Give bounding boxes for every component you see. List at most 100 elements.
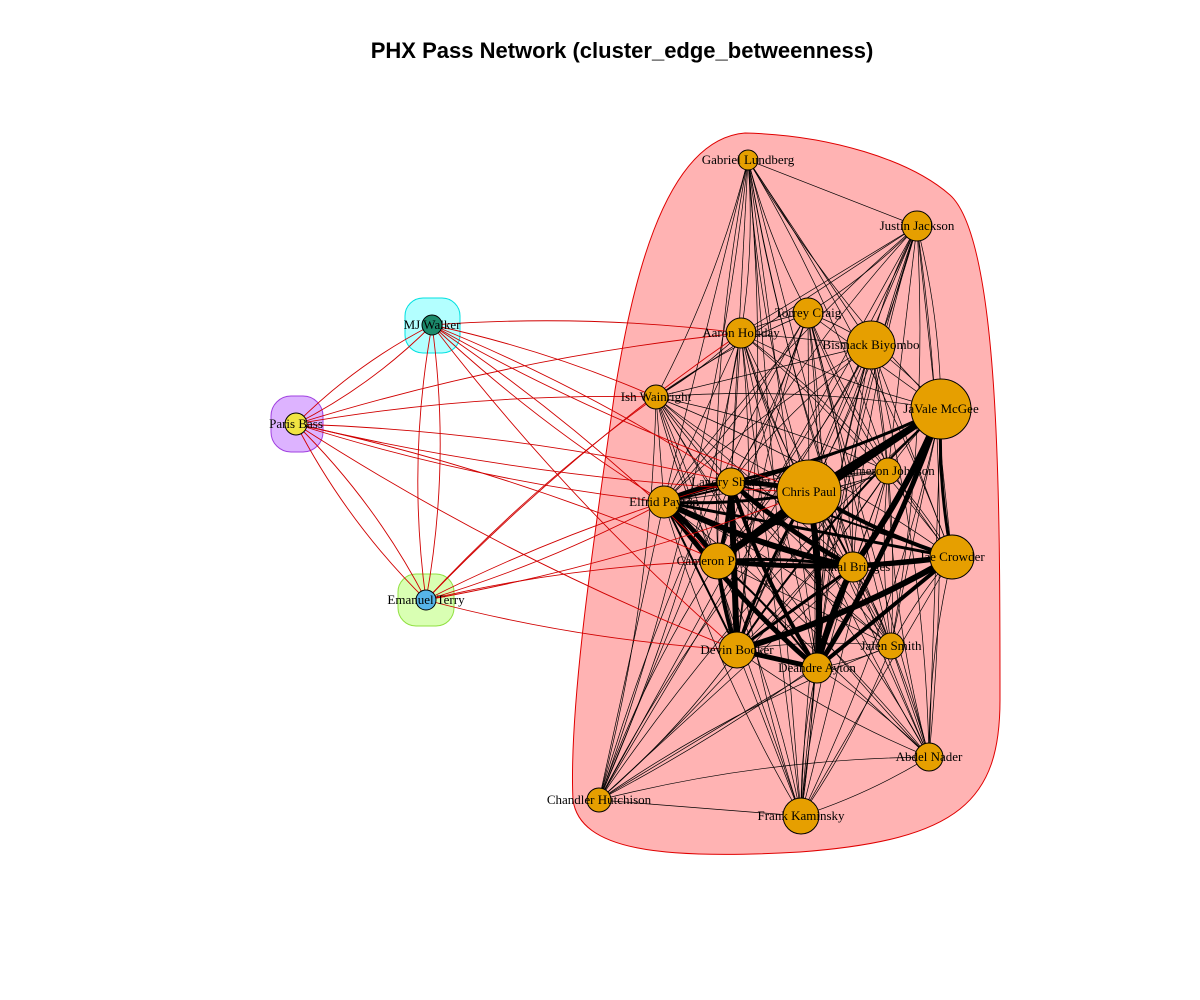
edge xyxy=(295,324,433,425)
edge xyxy=(655,344,872,398)
edge xyxy=(425,396,657,601)
edge xyxy=(663,344,872,503)
edge xyxy=(295,423,665,503)
node xyxy=(782,797,820,835)
edge xyxy=(736,312,809,651)
edge xyxy=(425,491,810,601)
node xyxy=(647,485,681,519)
edge xyxy=(655,396,892,647)
node xyxy=(716,467,746,497)
node xyxy=(776,459,842,525)
edge xyxy=(655,396,930,758)
edge xyxy=(852,225,918,568)
edge xyxy=(295,423,719,562)
node-label: Emanuel Terry xyxy=(387,592,465,607)
edge xyxy=(663,470,889,503)
edge xyxy=(715,159,749,562)
node xyxy=(792,297,824,329)
node-label: Abdel Nader xyxy=(896,749,963,764)
node xyxy=(901,210,933,242)
node-label: Chris Paul xyxy=(782,484,837,499)
edge xyxy=(598,566,854,801)
edge xyxy=(736,649,930,758)
edge xyxy=(295,423,738,651)
edge xyxy=(816,667,930,758)
edge xyxy=(736,554,954,653)
edge xyxy=(431,324,719,562)
node xyxy=(837,551,869,583)
title: PHX Pass Network (cluster_edge_betweenne… xyxy=(371,38,874,63)
edge xyxy=(814,408,944,670)
edge xyxy=(417,324,433,601)
edge xyxy=(800,566,854,817)
edge xyxy=(295,324,433,425)
node xyxy=(910,378,972,440)
edge xyxy=(663,501,738,651)
edge xyxy=(425,560,719,601)
node xyxy=(929,534,975,580)
node xyxy=(737,149,759,171)
edge xyxy=(736,649,802,817)
edge xyxy=(730,481,802,817)
node-label: Cameron Payne xyxy=(677,553,760,568)
edge xyxy=(883,470,892,647)
edge xyxy=(740,225,918,334)
node xyxy=(725,317,757,349)
edge xyxy=(598,159,749,801)
node-label: Jalen Smith xyxy=(860,638,922,653)
node-label: Justin Jackson xyxy=(880,218,955,233)
node xyxy=(415,589,437,611)
edge xyxy=(717,332,742,562)
edge xyxy=(717,560,802,817)
node-label: Cameron Johnson xyxy=(841,463,935,478)
edge xyxy=(816,225,918,669)
edge xyxy=(663,501,930,758)
node-label: Chandler Hutchison xyxy=(547,792,652,807)
edge xyxy=(598,560,719,801)
edge xyxy=(663,159,749,503)
edge xyxy=(887,470,930,758)
node-label: Ish Wainright xyxy=(621,389,692,404)
edge xyxy=(425,324,441,601)
edge xyxy=(663,225,918,503)
edge xyxy=(655,396,802,817)
edge xyxy=(736,225,918,651)
node-label: Gabriel Lundberg xyxy=(702,152,795,167)
edge xyxy=(663,500,953,559)
node-label: MJ Walker xyxy=(404,317,462,332)
edge xyxy=(800,645,892,817)
node-label: Aaron Holiday xyxy=(702,325,780,340)
node xyxy=(643,384,669,410)
edge xyxy=(928,556,953,758)
node xyxy=(877,632,905,660)
node-label: Landry Shamet xyxy=(691,474,771,489)
edge xyxy=(431,324,810,493)
node xyxy=(801,652,833,684)
node xyxy=(699,542,737,580)
edge xyxy=(425,481,732,601)
edge xyxy=(747,159,889,472)
edge xyxy=(425,332,742,601)
edge xyxy=(295,423,427,601)
edge xyxy=(431,320,742,334)
node-label: Devin Booker xyxy=(700,642,774,657)
node-label: Deandre Ayton xyxy=(778,660,856,675)
edge xyxy=(295,332,742,425)
edge xyxy=(598,396,657,801)
edge xyxy=(747,159,802,817)
edge xyxy=(890,225,921,647)
edge xyxy=(740,332,953,558)
edge xyxy=(807,312,854,568)
edge xyxy=(800,556,953,817)
edge xyxy=(800,408,942,817)
node-label: Jae Crowder xyxy=(919,549,985,564)
edge xyxy=(431,324,732,483)
node xyxy=(846,320,896,370)
edge xyxy=(729,481,819,670)
edge xyxy=(431,324,657,398)
node xyxy=(874,457,902,485)
node xyxy=(914,742,944,772)
edge xyxy=(425,599,738,651)
node-label: Frank Kaminsky xyxy=(757,808,845,823)
